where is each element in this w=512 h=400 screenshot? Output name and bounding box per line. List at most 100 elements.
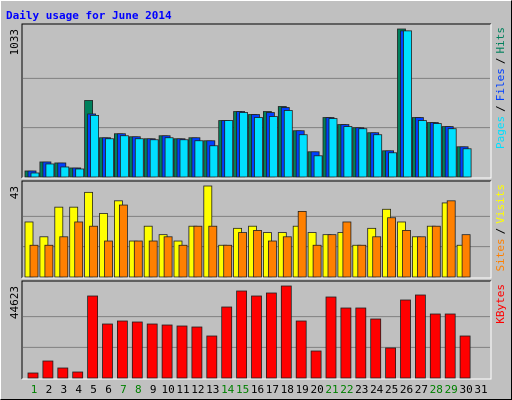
x-tick-label: 9 (150, 383, 157, 396)
bar (462, 148, 472, 178)
x-tick-label: 27 (415, 383, 428, 396)
bar (105, 138, 114, 178)
bar (60, 166, 70, 178)
bar (44, 244, 54, 278)
bar (163, 236, 173, 278)
bar (358, 128, 368, 178)
x-tick-label: 12 (191, 383, 204, 396)
x-tick-label: 14 (221, 383, 235, 396)
bar (119, 204, 128, 278)
bar (267, 240, 277, 278)
x-tick-label: 4 (75, 383, 82, 396)
bar (117, 320, 128, 379)
panel-edge-light (22, 181, 492, 279)
bar (343, 126, 353, 178)
x-tick-label: 26 (400, 383, 413, 396)
x-tick-label: 22 (340, 383, 353, 396)
bar (87, 295, 98, 379)
bar (59, 236, 69, 278)
bar (313, 155, 323, 178)
legend: KBytes (494, 284, 507, 324)
x-tick-label: 6 (105, 383, 112, 396)
legend-entry: Files (494, 68, 507, 101)
bar (238, 232, 248, 278)
y-tick-label: 1033 (8, 29, 21, 56)
bar (283, 110, 293, 178)
bar (120, 135, 129, 178)
x-tick-label: 15 (236, 383, 249, 396)
bar (416, 236, 426, 278)
legend-entry: KBytes (494, 284, 507, 324)
chart-title: Daily usage for June 2014 (6, 9, 172, 22)
bar (42, 360, 54, 379)
bar (370, 318, 382, 379)
x-tick-label: 13 (206, 383, 219, 396)
bar (385, 347, 397, 379)
x-tick-label: 18 (281, 383, 294, 396)
bar (57, 367, 69, 379)
x-tick-label: 20 (310, 383, 323, 396)
bar (342, 221, 352, 278)
legend-separator: / (494, 105, 507, 112)
x-tick-label: 23 (355, 383, 368, 396)
bar (447, 128, 457, 178)
bar (239, 112, 249, 178)
bar (372, 236, 382, 278)
bar (206, 335, 218, 379)
x-tick-label: 3 (60, 383, 67, 396)
bar (432, 123, 442, 178)
x-tick-label: 16 (251, 383, 264, 396)
bar (328, 118, 338, 178)
bar (268, 116, 278, 178)
bar (400, 299, 411, 379)
bar (357, 244, 367, 278)
x-tick-label: 19 (296, 383, 309, 396)
bar (387, 217, 397, 278)
bar (253, 230, 262, 278)
x-tick-label: 17 (266, 383, 279, 396)
bar (30, 172, 40, 178)
x-tick-label: 24 (370, 383, 384, 396)
x-tick-label: 25 (385, 383, 398, 396)
panel-edge-light (22, 24, 492, 179)
bar (459, 335, 471, 379)
bar (431, 225, 441, 278)
bar (312, 244, 322, 278)
bar (224, 120, 234, 178)
x-tick-label: 10 (161, 383, 174, 396)
bar (72, 371, 84, 379)
bar (251, 295, 262, 379)
bar (403, 30, 412, 178)
legend-separator: / (494, 228, 507, 235)
legend-entry: Visits (494, 184, 507, 224)
bar (102, 323, 113, 379)
bar (355, 307, 367, 379)
bar (414, 294, 426, 379)
legend-entry: Hits (494, 27, 507, 54)
bar (149, 139, 159, 178)
panel-edge-dark (21, 180, 491, 278)
bar (388, 152, 398, 178)
legend-separator: / (494, 58, 507, 65)
bar (340, 307, 352, 379)
bar (310, 350, 322, 379)
bar (134, 138, 144, 178)
legend-entry: Pages (494, 116, 507, 149)
x-tick-label: 21 (325, 383, 338, 396)
bar (176, 325, 188, 379)
bar (164, 137, 174, 178)
panel-edge-dark (21, 23, 491, 178)
bar (254, 117, 263, 178)
x-tick-label: 31 (474, 383, 487, 396)
y-tick-label: 44623 (8, 286, 21, 319)
x-tick-label: 8 (135, 383, 142, 396)
bar (444, 313, 456, 379)
bar (373, 134, 383, 178)
bar (74, 221, 84, 278)
bar (280, 285, 292, 379)
x-tick-label: 30 (459, 383, 472, 396)
bar (325, 296, 337, 379)
legend: Pages / Files / Hits (494, 27, 507, 149)
bar (327, 234, 337, 278)
